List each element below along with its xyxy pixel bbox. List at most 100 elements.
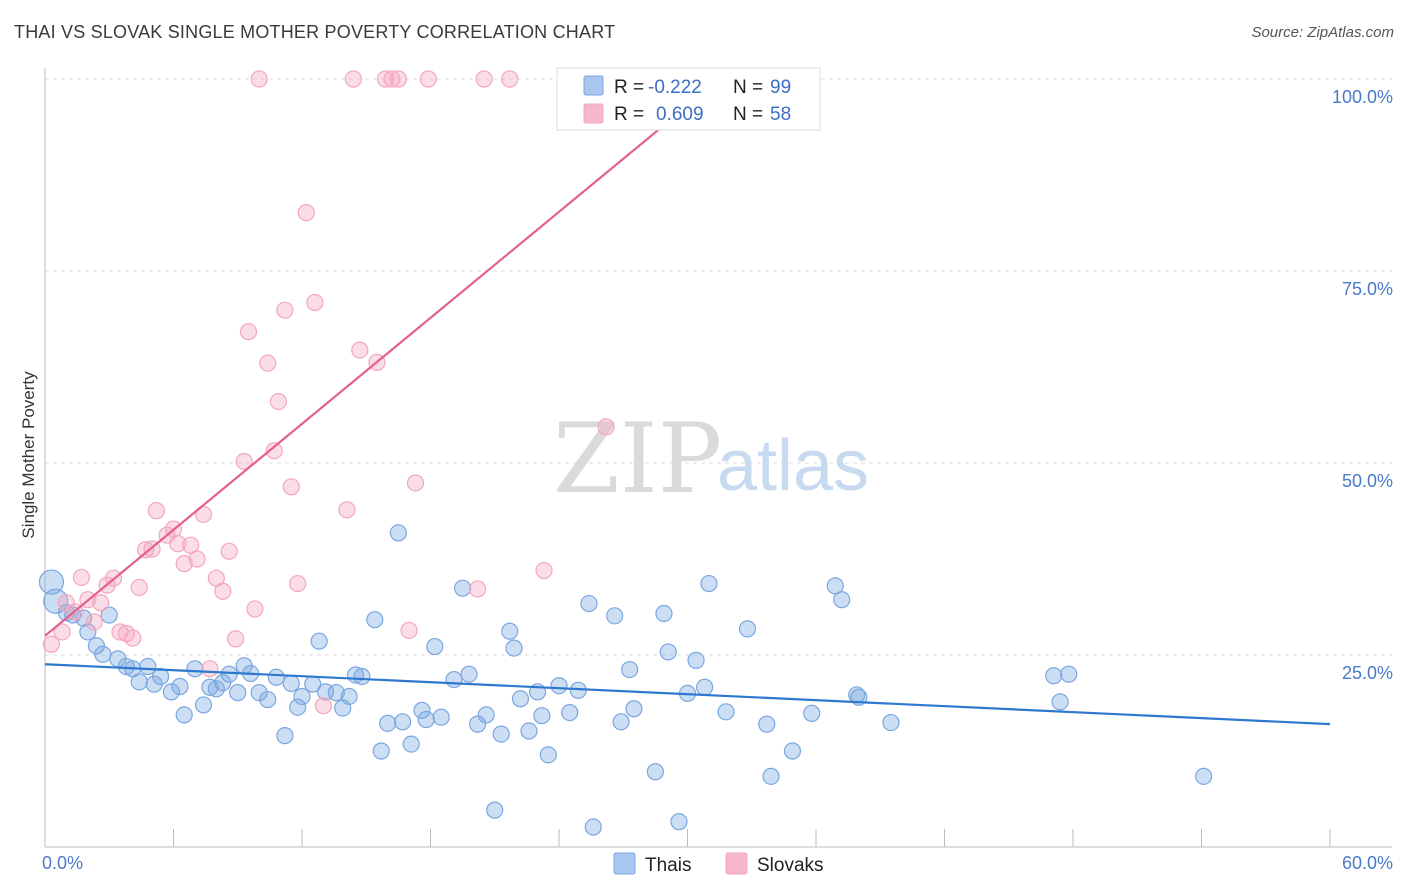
legend-box: R = -0.222 N = 99 R = 0.609 N = 58 bbox=[556, 67, 821, 131]
data-point bbox=[505, 639, 523, 657]
legend-swatch-thais bbox=[583, 75, 604, 96]
data-point bbox=[460, 665, 478, 683]
data-point bbox=[612, 713, 630, 731]
data-point bbox=[469, 580, 487, 598]
data-point bbox=[670, 813, 688, 831]
legend-n-label: N = bbox=[733, 77, 763, 98]
data-point bbox=[207, 680, 225, 698]
data-point bbox=[477, 706, 495, 724]
legend-r-label: R = bbox=[614, 77, 644, 98]
data-point bbox=[353, 667, 371, 686]
data-point bbox=[175, 706, 193, 724]
data-point bbox=[147, 502, 165, 520]
bottom-legend-swatch-thais bbox=[613, 852, 636, 875]
data-point bbox=[486, 801, 504, 819]
data-point bbox=[469, 715, 487, 733]
data-point bbox=[501, 70, 519, 88]
data-point bbox=[259, 354, 277, 372]
data-point bbox=[432, 708, 450, 726]
legend-n-label: N = bbox=[733, 104, 763, 125]
data-point bbox=[306, 293, 324, 312]
data-point bbox=[454, 579, 472, 597]
gridlines bbox=[45, 78, 1392, 656]
data-point bbox=[758, 715, 776, 733]
data-point bbox=[882, 713, 900, 732]
data-point bbox=[511, 690, 530, 708]
data-point bbox=[235, 452, 253, 471]
data-point bbox=[289, 698, 307, 716]
data-point bbox=[646, 763, 664, 781]
data-point bbox=[293, 687, 311, 706]
data-point bbox=[1051, 693, 1069, 711]
trend-line bbox=[44, 663, 1331, 726]
data-point bbox=[297, 204, 315, 222]
data-point bbox=[580, 594, 598, 613]
data-point bbox=[383, 70, 401, 88]
data-point bbox=[344, 70, 362, 88]
bottom-legend-label-slovaks: Slovaks bbox=[757, 855, 824, 876]
y-tick-label: 75.0% bbox=[1342, 279, 1393, 299]
legend-r-value: -0.222 bbox=[648, 77, 702, 98]
data-point bbox=[475, 70, 493, 88]
data-point bbox=[282, 674, 300, 693]
data-point bbox=[201, 678, 219, 696]
data-point bbox=[130, 673, 148, 691]
data-point bbox=[194, 696, 213, 714]
x-tick-label: 60.0% bbox=[1342, 853, 1393, 873]
data-point bbox=[85, 613, 103, 631]
data-point bbox=[655, 604, 673, 623]
data-point bbox=[1195, 767, 1213, 785]
data-point bbox=[259, 690, 277, 709]
data-point bbox=[413, 701, 431, 719]
data-point bbox=[659, 643, 677, 661]
data-point bbox=[338, 501, 356, 519]
data-point bbox=[152, 667, 170, 686]
y-tick-label: 50.0% bbox=[1342, 471, 1393, 491]
bottom-legend-swatch-slovaks bbox=[725, 852, 748, 875]
data-point bbox=[74, 609, 93, 627]
data-point bbox=[182, 536, 200, 554]
data-point bbox=[550, 677, 568, 695]
data-point bbox=[188, 550, 206, 568]
data-point bbox=[57, 594, 76, 612]
data-point bbox=[417, 710, 435, 729]
data-point bbox=[214, 582, 232, 600]
data-point bbox=[372, 742, 390, 760]
data-point bbox=[246, 600, 264, 618]
data-point bbox=[137, 541, 155, 559]
data-point bbox=[717, 703, 735, 721]
data-point bbox=[229, 684, 247, 702]
data-point bbox=[803, 704, 821, 722]
data-point bbox=[276, 301, 294, 319]
data-point bbox=[92, 594, 110, 612]
series-slovaks bbox=[42, 70, 671, 715]
data-point bbox=[389, 524, 407, 542]
x-tick-labels: 0.0% 60.0% bbox=[42, 853, 1393, 873]
data-point bbox=[276, 727, 294, 745]
data-point bbox=[139, 657, 157, 676]
data-point bbox=[597, 418, 615, 436]
data-point bbox=[265, 442, 283, 460]
y-axis-label: Single Mother Poverty bbox=[19, 371, 38, 539]
y-tick-label: 100.0% bbox=[1332, 87, 1393, 107]
legend-swatch-slovaks bbox=[583, 103, 604, 124]
data-point bbox=[94, 645, 112, 663]
data-point bbox=[833, 591, 851, 609]
data-point bbox=[379, 714, 397, 732]
data-point bbox=[289, 574, 307, 593]
watermark-zip: ZIP bbox=[553, 403, 722, 515]
data-point bbox=[501, 622, 519, 640]
data-point bbox=[269, 392, 288, 411]
data-point bbox=[366, 611, 384, 629]
series-thais bbox=[38, 524, 1213, 836]
data-point bbox=[406, 474, 425, 492]
x-tick-label: 0.0% bbox=[42, 853, 83, 873]
data-point bbox=[250, 684, 268, 702]
data-point bbox=[310, 632, 328, 650]
legend-r-value: 0.609 bbox=[656, 104, 704, 125]
legend-n-value: 99 bbox=[770, 77, 791, 98]
data-point bbox=[100, 606, 118, 624]
data-point bbox=[124, 629, 142, 647]
data-point bbox=[38, 569, 65, 595]
